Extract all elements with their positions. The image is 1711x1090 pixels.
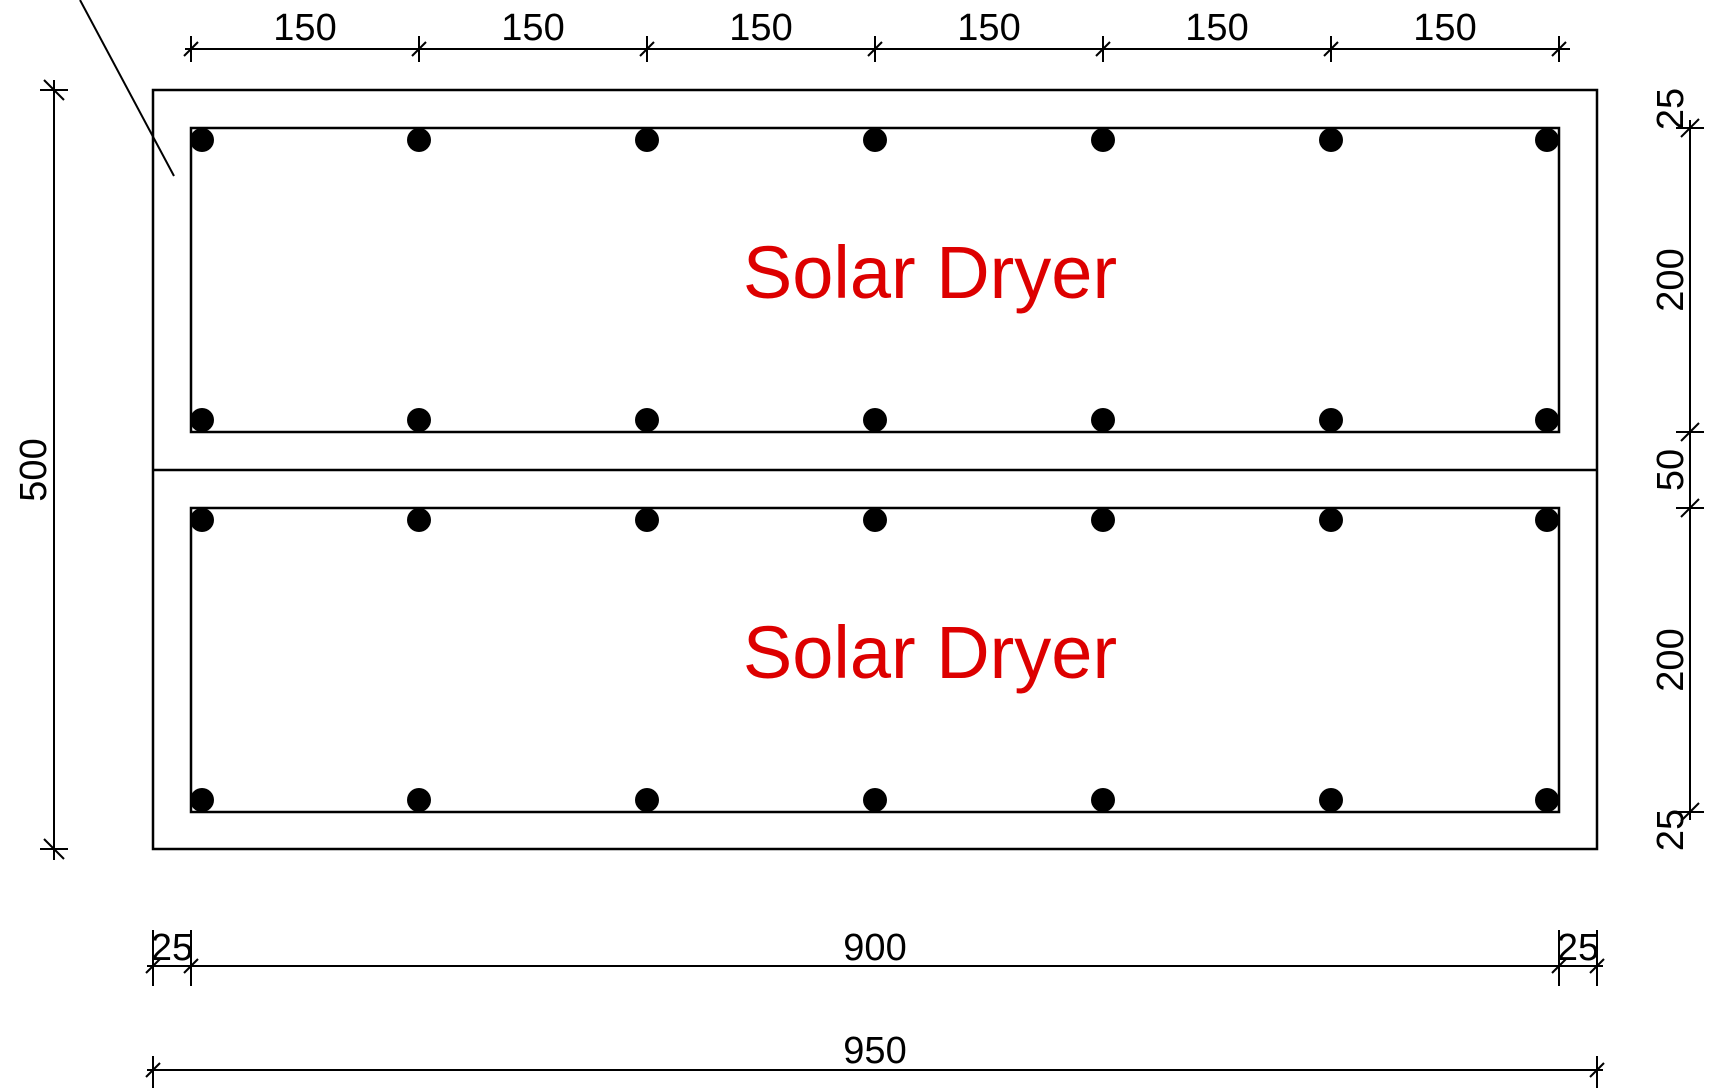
rebar-lower-panel-bottom-5 [1091,788,1115,812]
rebar-lower-panel-top-2 [407,508,431,532]
rebar-upper-panel-bottom-3 [635,408,659,432]
bottom-inner-dimension: 25 900 25 [145,927,1605,986]
upper-panel: Solar Dryer [189,126,1561,434]
rebar-upper-panel-bottom-1 [190,408,214,432]
rebar-lower-panel-bottom-1 [190,788,214,812]
rebar-upper-panel-top-1 [190,128,214,152]
right-dimension-chain: 25 200 50 200 25 [1650,88,1704,851]
rebar-lower-panel-bottom-6 [1319,788,1343,812]
right-dim-bottom-cover: 25 [1650,809,1692,851]
rebar-lower-panel-top-3 [635,508,659,532]
top-dim-6: 150 [1413,7,1476,49]
rebar-upper-panel-bottom-2 [407,408,431,432]
top-dimension-chain: 150 150 150 150 150 150 [183,7,1570,62]
bottom-dim-overall: 950 [843,1030,906,1072]
rebar-lower-panel-bottom-7 [1535,788,1559,812]
rebar-upper-panel-top-7 [1535,128,1559,152]
top-dim-1: 150 [273,7,336,49]
rebar-lower-panel-top-5 [1091,508,1115,532]
top-dim-4: 150 [957,7,1020,49]
rebar-lower-panel-bottom-2 [407,788,431,812]
bottom-overall-dimension: 950 [145,1030,1605,1088]
rebar-lower-panel-bottom-3 [635,788,659,812]
bottom-dim-left-cover: 25 [151,927,193,969]
right-dim-top-cover: 25 [1650,88,1692,130]
rebar-upper-panel-bottom-5 [1091,408,1115,432]
rebar-upper-panel-top-2 [407,128,431,152]
rebar-lower-panel-top-4 [863,508,887,532]
rebar-upper-panel-bottom-7 [1535,408,1559,432]
top-dim-5: 150 [1185,7,1248,49]
right-dim-lower-panel: 200 [1650,628,1692,691]
bottom-dim-right-cover: 25 [1557,927,1599,969]
right-dim-middle: 50 [1650,449,1692,491]
lower-panel-label: Solar Dryer [743,611,1117,694]
rebar-lower-panel-top-1 [190,508,214,532]
rebar-upper-panel-top-3 [635,128,659,152]
top-dim-3: 150 [729,7,792,49]
left-dimension: 500 [13,79,68,860]
right-dim-upper-panel: 200 [1650,248,1692,311]
rebar-dots [190,128,1559,812]
rebar-lower-panel-top-7 [1535,508,1559,532]
rebar-upper-panel-top-6 [1319,128,1343,152]
rebar-lower-panel-top-6 [1319,508,1343,532]
bottom-dim-inner: 900 [843,927,906,969]
left-dim-overall: 500 [13,438,55,501]
upper-panel-label: Solar Dryer [743,231,1117,314]
rebar-upper-panel-bottom-6 [1319,408,1343,432]
rebar-lower-panel-bottom-4 [863,788,887,812]
lower-panel: Solar Dryer [189,506,1561,814]
leader-line [79,0,175,177]
rebar-upper-panel-top-4 [863,128,887,152]
rebar-upper-panel-bottom-4 [863,408,887,432]
top-dim-2: 150 [501,7,564,49]
rebar-upper-panel-top-5 [1091,128,1115,152]
